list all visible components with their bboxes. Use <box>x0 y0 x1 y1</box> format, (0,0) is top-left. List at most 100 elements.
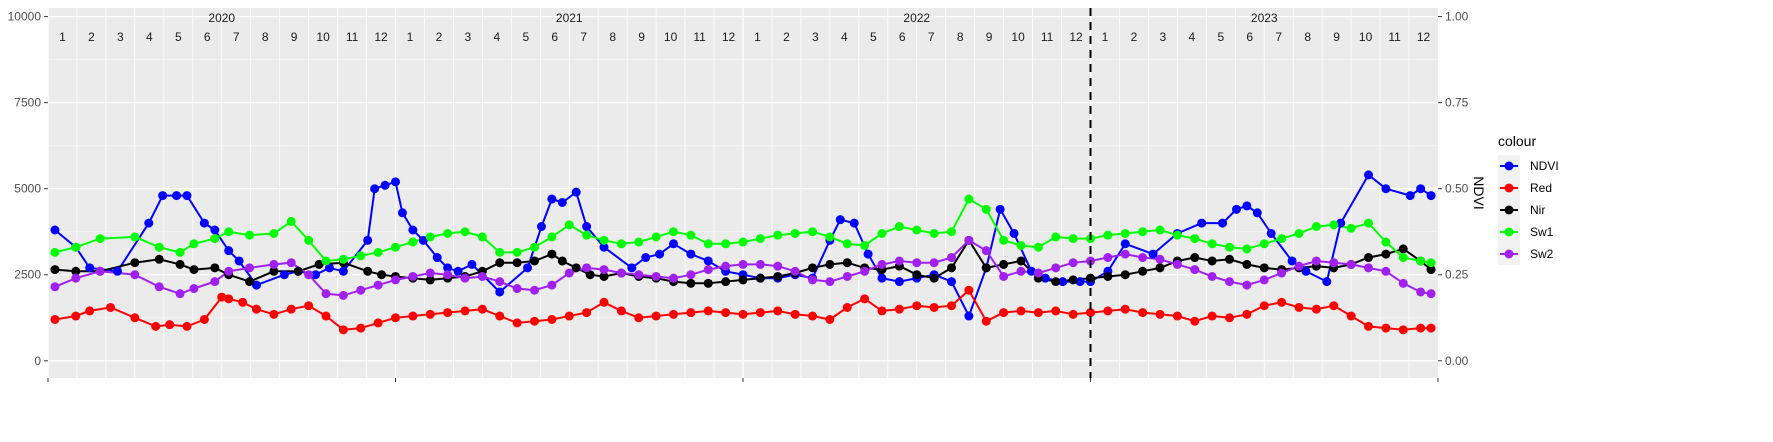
point-nir <box>154 254 164 264</box>
point-ndvi <box>1416 184 1426 194</box>
month-label: 6 <box>1246 30 1253 44</box>
point-red <box>338 325 348 335</box>
point-sw1 <box>1426 258 1436 268</box>
point-red <box>512 318 522 328</box>
month-label: 5 <box>870 30 877 44</box>
point-red <box>616 306 626 316</box>
month-label: 9 <box>986 30 993 44</box>
point-ndvi <box>1197 218 1207 228</box>
month-label: 11 <box>346 30 359 44</box>
point-ndvi <box>547 194 557 204</box>
point-sw1 <box>1294 228 1304 238</box>
point-sw2 <box>703 265 713 275</box>
point-nir <box>50 265 60 275</box>
point-nir <box>585 270 595 280</box>
month-label: 1 <box>407 30 414 44</box>
point-ndvi <box>144 218 154 228</box>
point-sw1 <box>547 232 557 242</box>
point-ndvi <box>363 235 373 245</box>
point-nir <box>1155 263 1165 273</box>
point-sw1 <box>582 230 592 240</box>
month-label: 11 <box>1041 30 1054 44</box>
month-label: 1 <box>1102 30 1109 44</box>
month-label: 5 <box>175 30 182 44</box>
point-sw1 <box>808 227 817 237</box>
point-red <box>1259 301 1269 311</box>
point-sw2 <box>460 273 470 283</box>
point-red <box>130 313 140 323</box>
point-red <box>71 311 81 321</box>
point-ndvi <box>1009 228 1019 238</box>
point-red <box>1138 308 1148 318</box>
point-red <box>929 302 939 312</box>
point-sw1 <box>651 232 661 242</box>
point-nir <box>314 259 324 269</box>
point-ndvi <box>835 215 845 225</box>
point-sw1 <box>224 227 234 237</box>
point-sw2 <box>245 263 255 273</box>
point-sw1 <box>1207 239 1217 249</box>
point-red <box>495 311 505 321</box>
legend-key-point <box>1504 205 1514 215</box>
point-red <box>1033 308 1043 318</box>
point-sw2 <box>808 275 817 285</box>
point-sw2 <box>1016 266 1026 276</box>
point-red <box>252 304 261 314</box>
year-label: 2020 <box>208 11 235 25</box>
point-red <box>1277 297 1287 307</box>
point-red <box>1016 306 1026 316</box>
point-nir <box>547 249 557 259</box>
month-label: 12 <box>722 30 736 44</box>
point-red <box>808 311 817 321</box>
point-ndvi <box>1148 249 1158 259</box>
point-red <box>1381 323 1391 333</box>
point-ndvi <box>324 263 334 273</box>
point-nir <box>686 278 696 288</box>
point-sw1 <box>530 242 539 252</box>
point-sw2 <box>1416 287 1426 297</box>
point-sw1 <box>338 254 348 264</box>
point-sw2 <box>877 259 887 269</box>
month-label: 10 <box>1359 30 1373 44</box>
point-red <box>1294 302 1304 312</box>
point-red <box>477 304 487 314</box>
month-label: 8 <box>262 30 269 44</box>
point-sw2 <box>95 266 105 276</box>
point-sw2 <box>130 270 140 280</box>
point-sw1 <box>1381 237 1391 247</box>
point-sw1 <box>1277 234 1287 244</box>
point-sw2 <box>408 271 418 281</box>
point-sw2 <box>321 289 331 299</box>
point-ndvi <box>536 222 546 232</box>
legend-label-red: Red <box>1530 181 1552 195</box>
point-sw2 <box>1259 275 1269 285</box>
month-label: 4 <box>841 30 848 44</box>
point-nir <box>1381 249 1391 259</box>
point-nir <box>773 271 783 281</box>
point-ndvi <box>234 256 244 266</box>
point-sw1 <box>130 232 140 242</box>
point-red <box>686 308 696 318</box>
point-sw1 <box>425 232 435 242</box>
left-y-axis: 0 2500 5000 7500 10000 <box>8 10 48 368</box>
point-sw1 <box>269 228 279 238</box>
point-ndvi <box>849 218 859 228</box>
legend: colour NDVI Red Nir Sw1 Sw2 <box>1498 133 1559 265</box>
point-sw1 <box>443 228 453 238</box>
point-nir <box>495 258 505 268</box>
point-ndvi <box>877 273 887 283</box>
point-red <box>894 304 904 314</box>
point-ndvi <box>599 242 609 252</box>
point-sw2 <box>71 273 81 283</box>
point-sw2 <box>1294 261 1304 271</box>
month-label: 8 <box>1304 30 1311 44</box>
point-sw1 <box>669 227 678 237</box>
point-sw1 <box>1259 239 1269 249</box>
point-sw1 <box>1225 242 1234 252</box>
point-nir <box>1016 256 1026 266</box>
left-tick-label: 5000 <box>14 182 41 196</box>
point-sw2 <box>773 261 783 271</box>
month-label: 6 <box>551 30 558 44</box>
point-ndvi <box>686 249 696 259</box>
